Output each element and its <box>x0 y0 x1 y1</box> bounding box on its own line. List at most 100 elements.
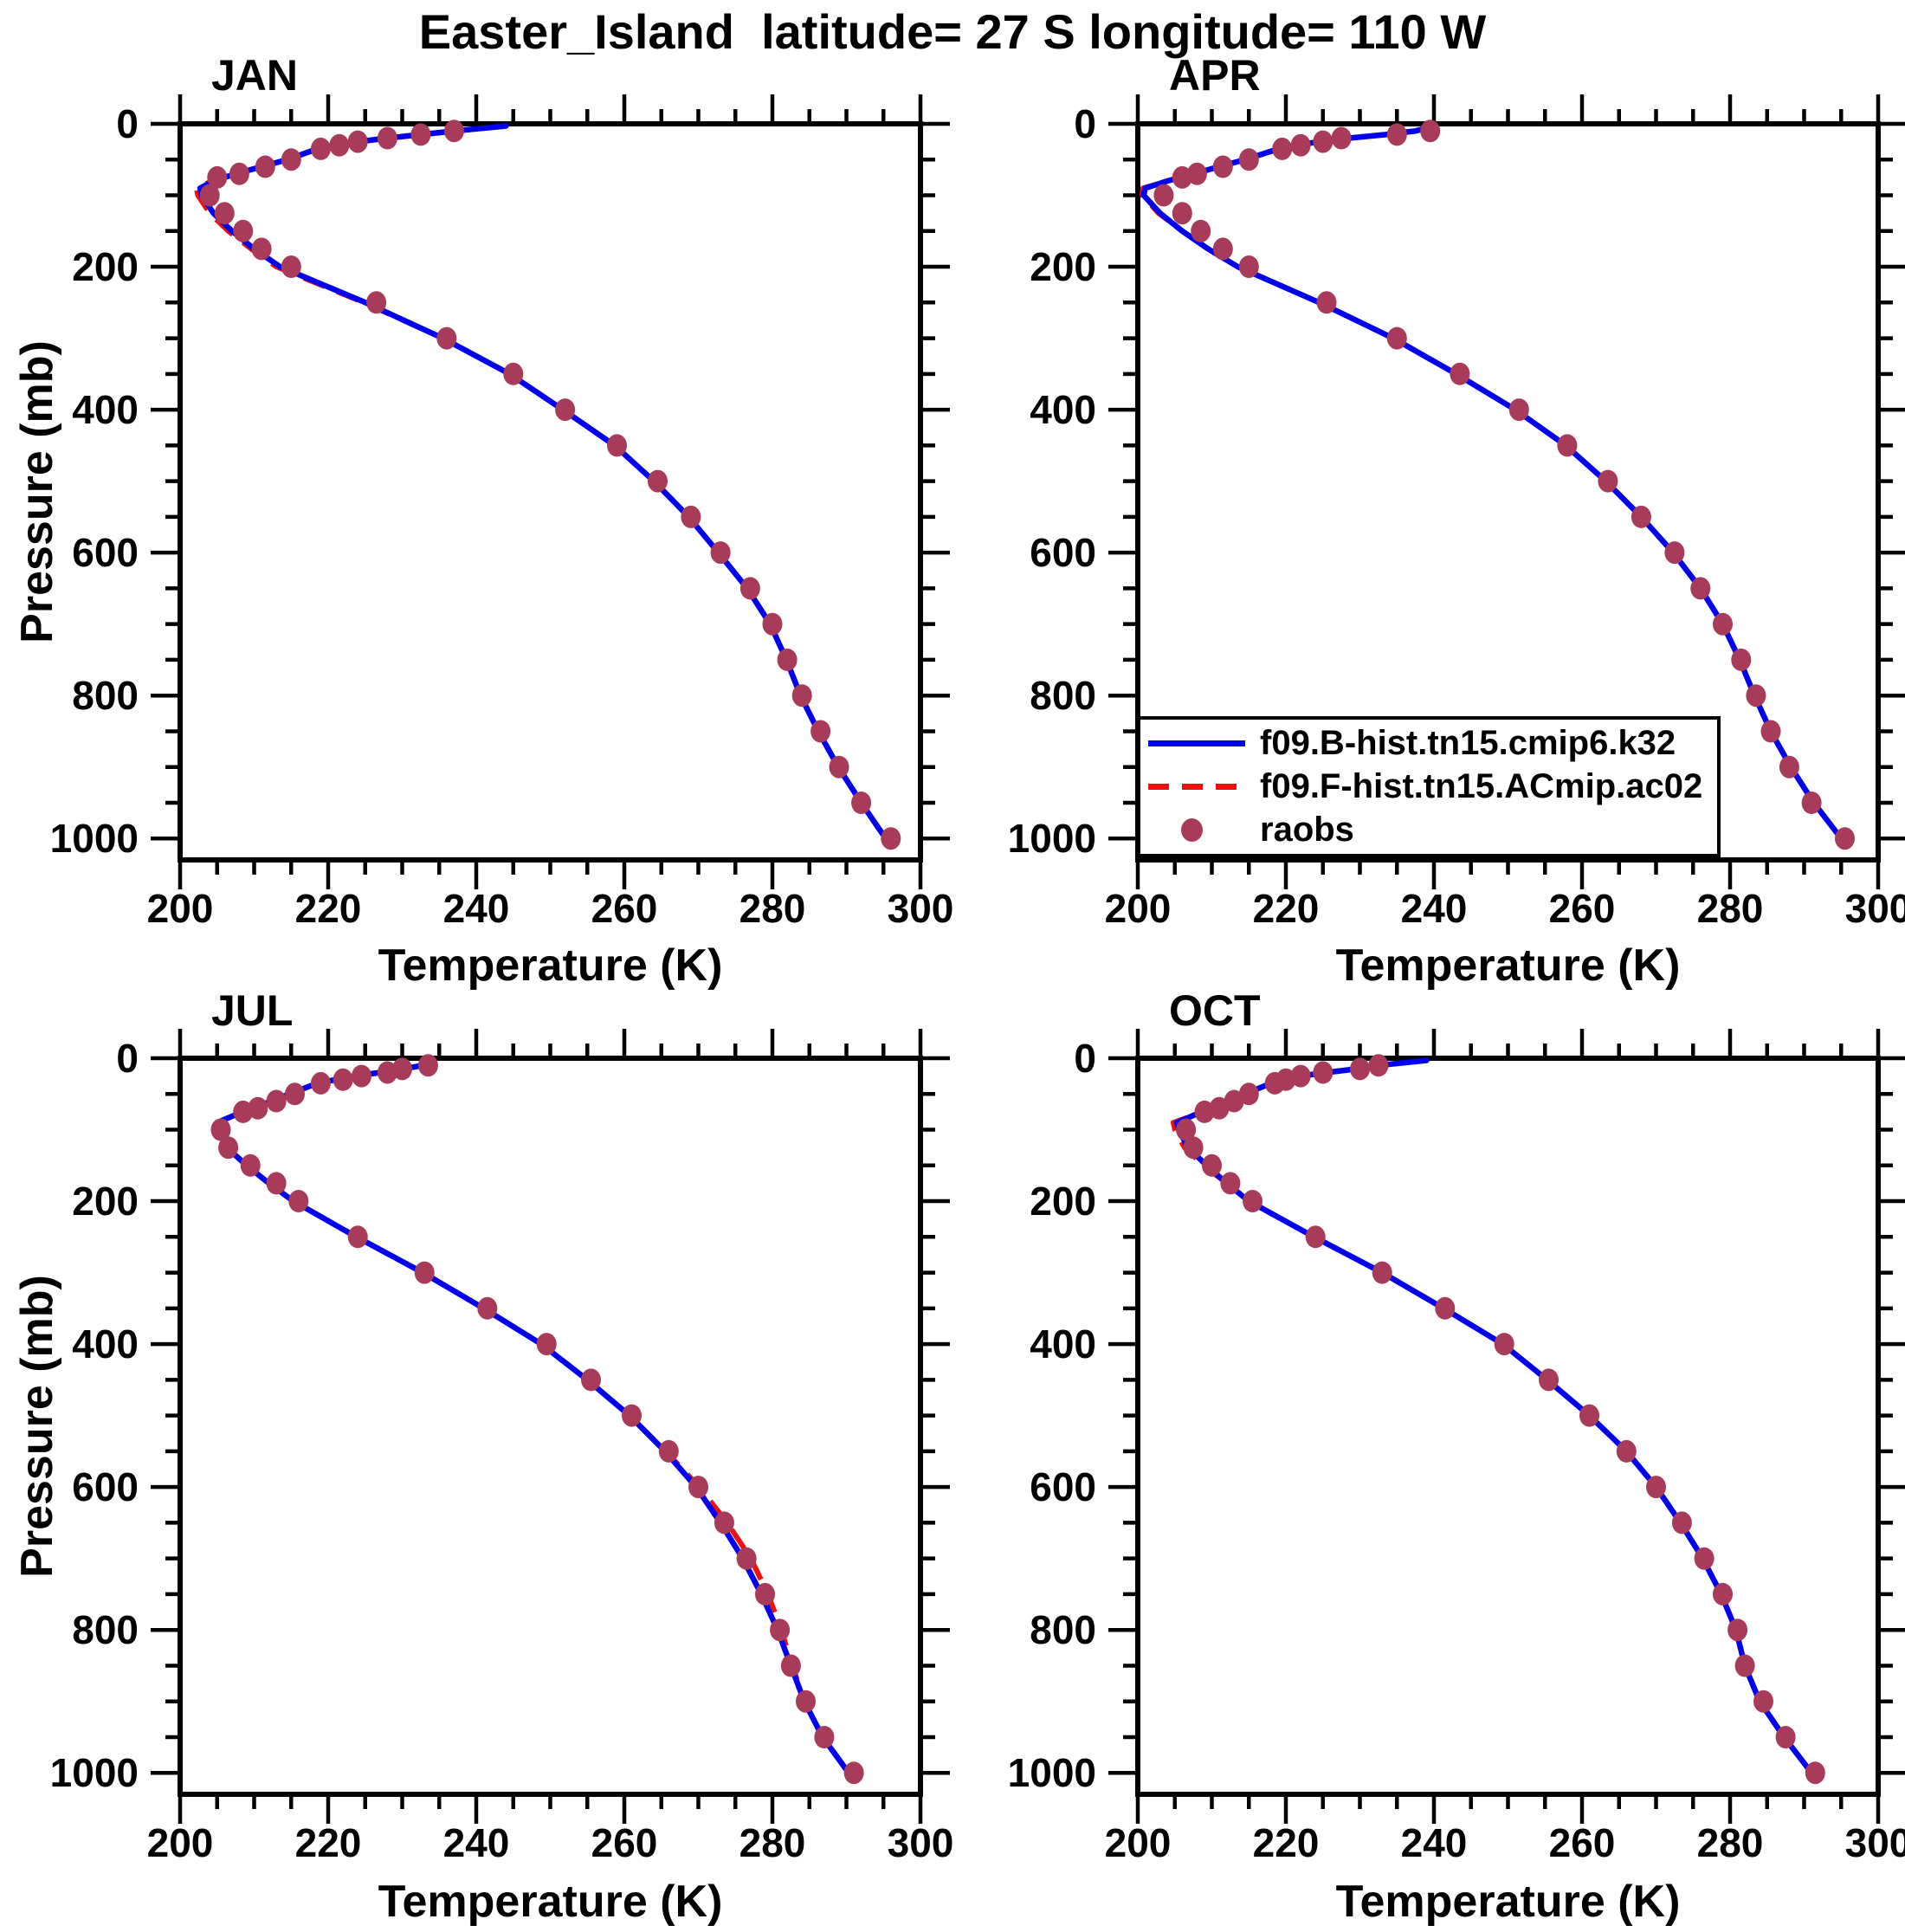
plot-box <box>178 1056 923 1797</box>
raobs-dot <box>1557 434 1578 457</box>
x-tick-label: 240 <box>1401 886 1468 931</box>
model2-curve-OCT <box>1171 1057 1820 1782</box>
raobs-dot <box>1176 1118 1197 1141</box>
y-tick-label: 800 <box>72 673 139 718</box>
raobs-dot <box>1646 1476 1666 1499</box>
y-tick-label: 0 <box>1074 1036 1096 1081</box>
raobs-dot <box>1238 255 1259 278</box>
raobs-dot <box>1313 1061 1334 1084</box>
raobs-dot <box>214 202 235 225</box>
raobs-dot <box>1386 123 1407 146</box>
x-tick-label: 200 <box>147 886 214 931</box>
raobs-dot <box>199 184 220 207</box>
x-axis-title-oct: Temperature (K) <box>1335 1877 1681 1927</box>
raobs-dot <box>1202 1153 1222 1177</box>
x-tick-label: 220 <box>295 886 362 931</box>
legend-label-raobs: raobs <box>1260 811 1354 850</box>
raobs-dot <box>255 155 275 178</box>
x-tick-label: 300 <box>888 886 954 931</box>
model2-curve-JUL <box>214 1058 856 1782</box>
raobs-dot <box>791 684 812 708</box>
panel-title-jan: JAN <box>211 51 299 100</box>
raobs-dot <box>281 148 301 171</box>
y-tick-label: 1000 <box>1008 1750 1096 1795</box>
x-tick-label: 200 <box>147 1820 214 1865</box>
raobs-dot <box>1186 162 1207 185</box>
raobs-dot <box>477 1296 498 1320</box>
raobs-dots-APR <box>1153 120 1855 850</box>
raobs-dot <box>762 612 783 636</box>
y-tick-label: 600 <box>72 1464 139 1509</box>
raobs-dot <box>503 362 524 385</box>
raobs-dot <box>1805 1761 1825 1785</box>
panel-JUL: 200 220 240 260 280 300 0 200 400 600 800 1000 <box>50 1029 953 1865</box>
raobs-dot <box>1350 1057 1370 1081</box>
y-tick-label: 400 <box>72 387 139 432</box>
legend-entry-raobs: raobs <box>1140 809 1717 852</box>
raobs-dot <box>814 1726 835 1748</box>
raobs-dot <box>392 1057 412 1081</box>
raobs-dots-JAN <box>199 120 901 850</box>
x-tick-label: 280 <box>739 1820 806 1865</box>
raobs-dot <box>710 541 731 565</box>
raobs-dot <box>1760 720 1781 743</box>
raobs-dot <box>1305 1225 1326 1249</box>
raobs-dot <box>333 1068 353 1091</box>
raobs-dot <box>414 1261 435 1284</box>
raobs-dot <box>443 120 464 143</box>
raobs-dot <box>1775 1726 1796 1748</box>
raobs-dot <box>1243 1190 1262 1212</box>
y-axis-title-bottom-row: Pressure (mb) <box>12 1275 62 1578</box>
raobs-dot <box>739 577 760 600</box>
x-tick-label: 260 <box>1549 1820 1616 1865</box>
panel-APR: 200 220 240 260 280 300 0 200 400 600 800 1000 <box>1008 94 1905 931</box>
legend-entry-model1: f09.B-hist.tn15.cmip6.k32 <box>1140 721 1717 765</box>
raobs-dot <box>310 137 331 160</box>
raobs-dot <box>1671 1511 1692 1535</box>
raobs-dot <box>1264 1071 1285 1095</box>
raobs-dot <box>310 1071 331 1095</box>
raobs-dot <box>607 434 627 457</box>
raobs-dot <box>1539 1368 1559 1392</box>
raobs-dot <box>240 1153 261 1177</box>
y-tick-label: 400 <box>1030 1321 1096 1367</box>
raobs-dot <box>1331 126 1352 150</box>
raobs-dot <box>681 505 701 528</box>
x-tick-label: 260 <box>591 1820 658 1865</box>
raobs-dot <box>1690 577 1711 600</box>
y-tick-label: 200 <box>1030 1179 1096 1224</box>
raobs-dot <box>1372 1261 1392 1284</box>
y-tick-label: 800 <box>72 1607 139 1652</box>
raobs-dot <box>1779 755 1799 779</box>
legend: f09.B-hist.tn15.cmip6.k32 f09.F-hist.tn1… <box>1137 716 1721 857</box>
panel-title-apr: APR <box>1169 51 1261 100</box>
raobs-dot <box>1238 148 1259 171</box>
raobs-dot <box>266 1172 287 1195</box>
raobs-dot <box>536 1333 557 1356</box>
y-tick-label: 0 <box>116 101 139 146</box>
y-tick-label: 200 <box>72 244 139 289</box>
raobs-dot <box>1616 1439 1637 1463</box>
model2-curve-JAN <box>193 123 894 848</box>
x-tick-label: 200 <box>1105 1820 1172 1865</box>
raobs-dot <box>1368 1054 1389 1077</box>
raobs-dot <box>1420 120 1441 143</box>
raobs-dot <box>233 1100 254 1123</box>
y-tick-label: 1000 <box>1008 816 1096 861</box>
panel-OCT: 200 220 240 260 280 300 0 200 400 600 800 1000 <box>1008 1029 1905 1865</box>
model1-curve-JAN <box>197 123 894 849</box>
model1-curve-JUL <box>214 1057 857 1783</box>
raobs-dot-sample <box>1140 818 1256 843</box>
x-tick-label: 240 <box>443 1820 510 1865</box>
raobs-dot <box>1731 648 1752 671</box>
raobs-dot <box>755 1582 775 1606</box>
x-tick-label: 200 <box>1105 886 1172 931</box>
raobs-dot <box>210 1118 231 1141</box>
raobs-dot <box>1664 541 1685 565</box>
x-axis-title-jan: Temperature (K) <box>378 940 723 991</box>
raobs-dot <box>1172 165 1192 189</box>
raobs-dot <box>1153 184 1174 207</box>
raobs-dot <box>796 1690 816 1713</box>
raobs-dot <box>714 1511 734 1535</box>
